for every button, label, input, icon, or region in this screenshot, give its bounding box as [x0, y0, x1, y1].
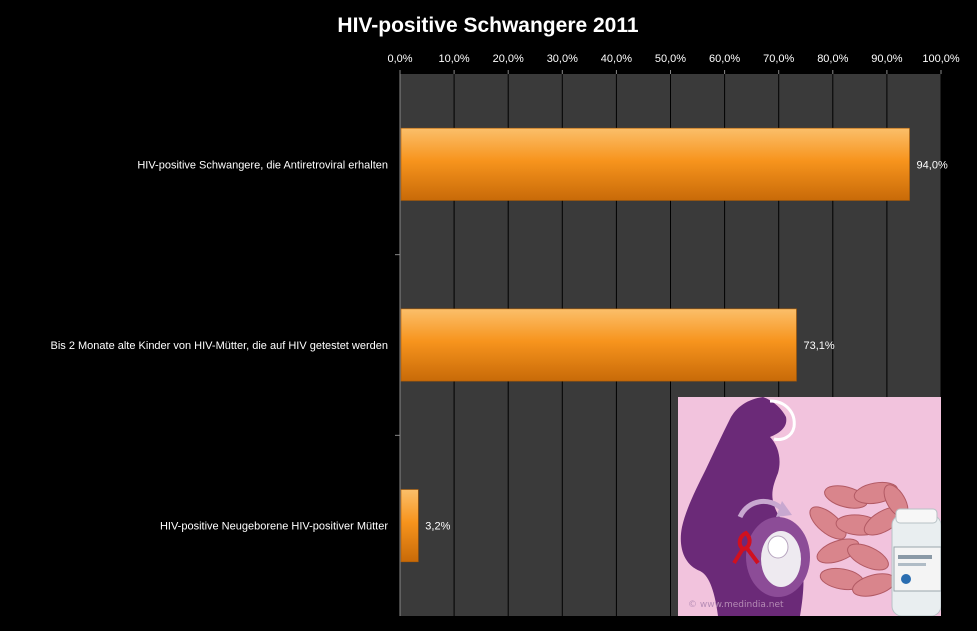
x-tick-label: 0,0% — [387, 53, 412, 65]
value-label: 94,0% — [917, 159, 948, 171]
bars — [400, 127, 910, 563]
value-label: 73,1% — [803, 340, 834, 352]
bar — [400, 489, 419, 563]
x-tick-label: 80,0% — [817, 53, 848, 65]
x-tick-label: 60,0% — [709, 53, 740, 65]
bar — [400, 127, 910, 201]
x-tick-label: 20,0% — [493, 53, 524, 65]
category-label: HIV-positive Neugeborene HIV-positiver M… — [160, 521, 388, 533]
category-labels: HIV-positive Schwangere, die Antiretrovi… — [50, 159, 388, 532]
value-label: 3,2% — [425, 521, 450, 533]
image-credit: © www.medindia.net — [688, 600, 784, 610]
chart-title: HIV-positive Schwangere 2011 — [337, 14, 638, 37]
x-tick-label: 10,0% — [438, 53, 469, 65]
pregnancy-illustration-icon — [678, 397, 941, 616]
x-tick-label: 90,0% — [871, 53, 902, 65]
x-axis-ticks: 0,0% 10,0% 20,0% 30,0% 40,0% 50,0% 60,0% 70,0% 8… — [387, 53, 960, 74]
x-tick-label: 100,0% — [922, 53, 960, 65]
x-tick-label: 70,0% — [763, 53, 794, 65]
x-tick-label: 40,0% — [601, 53, 632, 65]
x-tick-label: 50,0% — [655, 53, 686, 65]
x-tick-label: 30,0% — [547, 53, 578, 65]
value-labels: 94,0% 73,1% 3,2% — [425, 159, 948, 532]
pregnancy-medication-photo — [678, 397, 941, 616]
bar — [400, 308, 797, 382]
category-label: HIV-positive Schwangere, die Antiretrovi… — [137, 159, 388, 171]
category-label: Bis 2 Monate alte Kinder von HIV-Mütter,… — [50, 340, 388, 352]
